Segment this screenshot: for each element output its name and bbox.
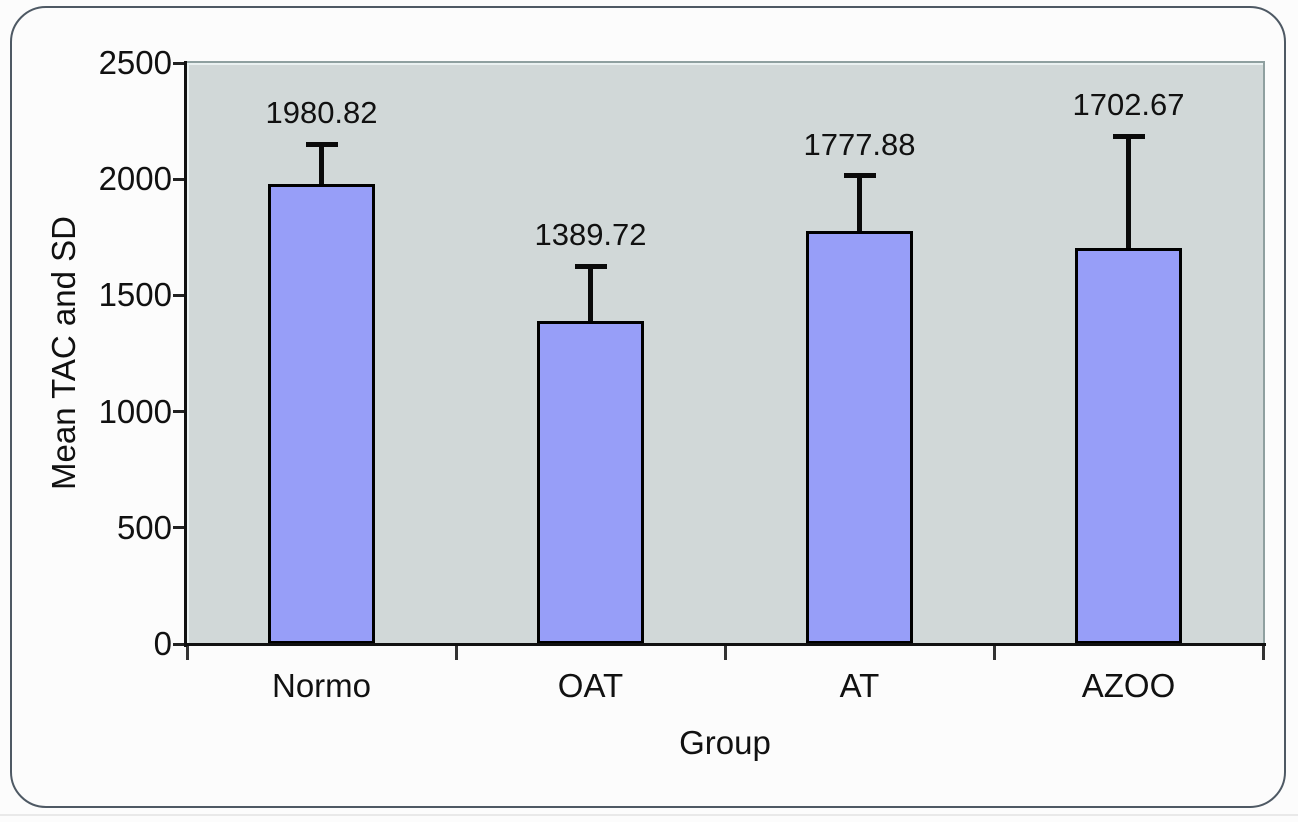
page-bottom-rule	[0, 814, 1298, 816]
y-axis-tick	[173, 61, 185, 65]
error-bar-cap	[1112, 133, 1145, 139]
x-axis-tick	[185, 646, 189, 660]
bar	[537, 321, 644, 644]
bar-value-label: 1777.88	[803, 126, 916, 162]
y-axis-title: Mean TAC and SD	[45, 216, 82, 490]
y-axis-tick	[173, 293, 185, 297]
error-bar-stem	[1126, 136, 1131, 249]
x-category-label: OAT	[557, 667, 624, 704]
error-bar-stem	[857, 175, 862, 231]
x-category-label: Normo	[271, 667, 372, 704]
bar	[806, 230, 913, 644]
bar-value-label: 1389.72	[534, 217, 647, 253]
x-axis-title: Group	[679, 724, 771, 761]
y-axis-tick	[173, 642, 185, 646]
y-tick-label: 0	[153, 625, 172, 662]
y-tick-label: 500	[116, 508, 172, 546]
y-axis-tick	[173, 526, 185, 530]
bar-value-label: 1702.67	[1072, 87, 1185, 123]
y-tick-label: 2000	[98, 160, 172, 198]
x-axis-tick	[723, 646, 727, 660]
x-category-label: AZOO	[1081, 667, 1176, 704]
y-axis-tick	[173, 177, 185, 181]
error-bar-cap	[574, 263, 607, 269]
error-bar-cap	[305, 141, 338, 147]
y-axis-tick	[173, 410, 185, 414]
bar-value-label: 1980.82	[265, 95, 378, 131]
bar	[268, 183, 375, 644]
bar	[1075, 248, 1182, 644]
y-tick-label: 2500	[98, 44, 172, 81]
y-tick-label: 1500	[98, 276, 172, 314]
x-axis-tick	[1261, 646, 1265, 660]
x-category-label: AT	[839, 667, 880, 704]
x-axis-tick	[992, 646, 996, 660]
y-axis-line	[184, 61, 187, 647]
x-axis-tick	[454, 646, 458, 660]
x-axis-line	[184, 643, 1266, 646]
error-bar-cap	[843, 173, 876, 179]
y-tick-label: 1000	[98, 392, 172, 430]
error-bar-stem	[319, 144, 324, 184]
error-bar-stem	[588, 266, 593, 322]
